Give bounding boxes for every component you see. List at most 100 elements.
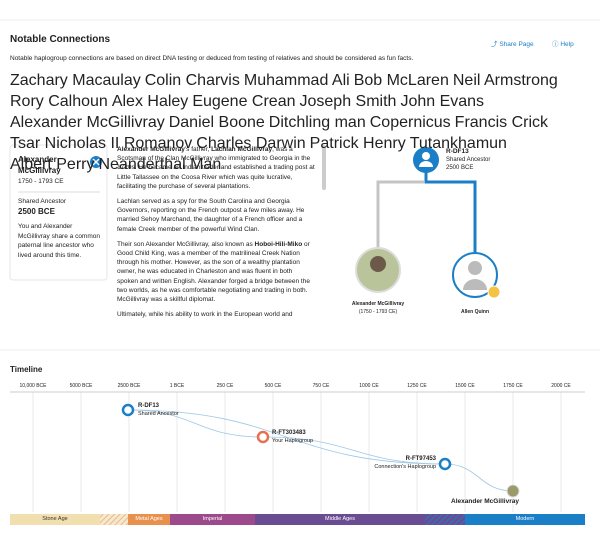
- close-x: [92, 158, 100, 166]
- chip[interactable]: Copernicus: [370, 114, 451, 132]
- chip[interactable]: Tsar Nicholas II Romanov: [10, 135, 192, 153]
- icon: [468, 261, 482, 275]
- chip-label: Francis Crick: [454, 114, 549, 131]
- chip-label: Neil Armstrong: [452, 72, 558, 89]
- chip[interactable]: Daniel Boone: [169, 114, 265, 132]
- tree-line: [424, 172, 477, 253]
- chip[interactable]: Tutankhamun: [410, 135, 507, 153]
- axis-label: 1000 CE: [359, 383, 379, 389]
- chip[interactable]: Bob McLaren: [354, 72, 449, 90]
- chip-label: Muhammad Ali: [243, 72, 350, 89]
- text-run: or Good Child King, was a member of the …: [117, 240, 310, 304]
- chip-label: Neanderthal Man: [98, 156, 222, 173]
- event-node: [256, 430, 270, 444]
- icon: [422, 152, 430, 160]
- chip-label: Colin Charvis: [144, 72, 240, 89]
- chip-label: Albert Perry: [10, 156, 95, 173]
- description: Notable haplogroup connections are based…: [10, 55, 414, 62]
- help-button[interactable]: ⓘ Help: [552, 41, 574, 48]
- chip[interactable]: Neil Armstrong: [453, 72, 558, 90]
- chip[interactable]: Alex Haley: [112, 93, 188, 111]
- chip-label: Alexander McGillivray: [10, 114, 165, 131]
- chip[interactable]: Alexander McGillivray: [10, 114, 165, 132]
- era-label: Metal Ages: [135, 516, 163, 522]
- paragraph: Alexander McGillivray's father, Lachlan …: [117, 145, 315, 191]
- era-label: Modern: [515, 516, 535, 522]
- connector: [127, 409, 446, 465]
- chip[interactable]: Colin Charvis: [145, 72, 240, 90]
- chip-list: Zachary Macaulay Colin Charvis Muhammad Al…: [10, 72, 595, 174]
- card-dates: 1750 - 1793 CE: [18, 178, 64, 185]
- chip-label: Copernicus: [369, 114, 451, 131]
- event-node: [438, 457, 452, 471]
- chip-label: John Evans: [400, 93, 485, 110]
- paragraph: Lachlan served as a spy for the South Ca…: [117, 197, 315, 234]
- era-bar: [170, 514, 255, 525]
- chip[interactable]: Eugene Crean: [192, 93, 295, 111]
- chip-label: Joseph Smith: [299, 93, 397, 110]
- axis-label: 2000 CE: [551, 383, 571, 389]
- chip[interactable]: John Evans: [400, 93, 484, 111]
- connector: [444, 463, 514, 492]
- photo: [370, 256, 386, 272]
- chip-label: Daniel Boone: [168, 114, 265, 131]
- chip[interactable]: Zachary Macaulay: [10, 72, 141, 90]
- chip-label: Ditchling man: [268, 114, 366, 131]
- timeline-title: Timeline: [10, 365, 43, 374]
- chip[interactable]: Francis Crick: [455, 114, 548, 132]
- chip[interactable]: Albert Perry: [10, 156, 94, 174]
- axis-label: 1500 CE: [455, 383, 475, 389]
- card: [9, 144, 108, 281]
- chip[interactable]: Muhammad Ali: [244, 72, 350, 90]
- connector: [127, 409, 264, 438]
- event-label: Shared Ancestor: [138, 411, 179, 417]
- chip-label: Rory Calhoun: [10, 93, 108, 110]
- text-run: , was a Scotsman of the Clan McGillivray…: [117, 146, 315, 190]
- axis-label: 250 CE: [216, 383, 234, 389]
- text-run: Lachlan served as a spy for the South Ca…: [117, 198, 305, 233]
- chip-label: Zachary Macaulay: [10, 72, 141, 89]
- event-label: Your Haplogroup: [272, 438, 314, 444]
- axis-label: 750 CE: [312, 383, 330, 389]
- chip[interactable]: Charles Darwin: [196, 135, 305, 153]
- era-label: Middle Ages: [325, 516, 355, 522]
- card-text: You and Alexander McGillivray share a co…: [18, 223, 100, 259]
- badge: [487, 285, 501, 299]
- event-name: Alexander McGillivray: [451, 498, 519, 505]
- paragraph: Their son Alexander McGillivray, also kn…: [117, 240, 315, 304]
- shared-label: Shared Ancestor: [18, 198, 67, 205]
- ancestor-label: Shared Ancestor: [446, 157, 491, 163]
- chip-label: Eugene Crean: [192, 93, 296, 110]
- text-run: Lachlan McGillivray: [211, 146, 273, 153]
- axis-label: 2500 BCE: [117, 383, 141, 389]
- chip-label: Patrick Henry: [309, 135, 406, 152]
- share-button[interactable]: ⤴ Share Page: [491, 41, 534, 48]
- shared-date: 2500 BCE: [18, 207, 55, 216]
- scrollbar: [322, 145, 326, 190]
- axis-label: 5000 BCE: [69, 383, 93, 389]
- chip[interactable]: Ditchling man: [269, 114, 366, 132]
- chip[interactable]: Joseph Smith: [300, 93, 397, 111]
- text-run: Their son Alexander McGillivray, also kn…: [117, 240, 255, 248]
- title: Notable Connections: [10, 34, 111, 45]
- ancestor-name: R-DF13: [446, 148, 469, 155]
- era-label: Stone Age: [42, 516, 68, 522]
- axis-label: 1 BCE: [169, 383, 185, 389]
- chip[interactable]: Patrick Henry: [310, 135, 406, 153]
- chip-label: Charles Darwin: [196, 135, 306, 152]
- axis-label: 1750 CE: [503, 383, 523, 389]
- story: Alexander McGillivray's father, Lachlan …: [117, 145, 315, 343]
- person-dates: (1750 - 1793 CE): [358, 309, 398, 315]
- card-name: Alexander McGillivray: [18, 155, 61, 175]
- tree-line: [376, 180, 424, 248]
- person-name: Allen Quinn: [460, 309, 490, 315]
- event-name: R-DF13: [138, 403, 160, 409]
- event-label: Connection's Haplogroup: [374, 464, 436, 470]
- icon: [463, 279, 487, 290]
- era-hatch: [425, 514, 465, 525]
- chip[interactable]: Rory Calhoun: [10, 93, 108, 111]
- chip[interactable]: Neanderthal Man: [98, 156, 221, 174]
- paragraph: Ultimately, while his ability to work in…: [117, 310, 315, 319]
